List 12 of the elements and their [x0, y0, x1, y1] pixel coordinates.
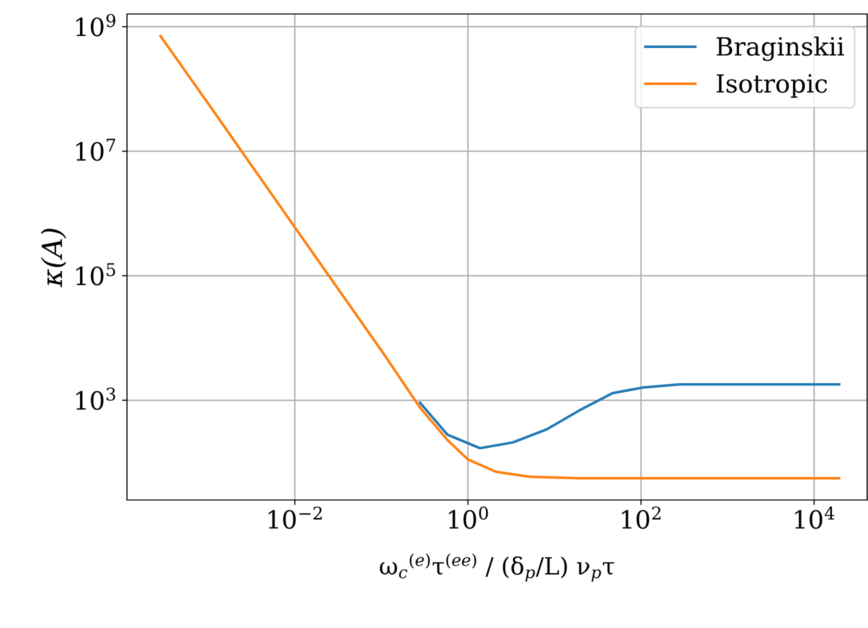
y-tick-label: 10$^{7}$ — [76, 138, 116, 161]
y-tick-label: 10$^{9}$ — [76, 14, 116, 36]
y-tick-label: 10$^{3}$ — [76, 388, 116, 410]
legend-label: Isotropic — [716, 74, 827, 98]
text: ω$_{c}$$^{(e)}$τ$^{(ee)}$ / (δ$_{p}$/L) ν$_{p}$τ — [380, 553, 614, 582]
x-tick-label: 10$^{2}$ — [622, 506, 660, 529]
x-tick-label: 10$^{4}$ — [795, 506, 834, 529]
x-tick-label: 10$^{0}$ — [448, 506, 488, 529]
x-tick-label: 10$^{−2}$ — [268, 506, 322, 529]
y-tick-label: 10$^{5}$ — [76, 263, 116, 286]
legend-label: Braginskii — [716, 36, 844, 62]
y-axis-title: κ(A) — [40, 228, 66, 288]
